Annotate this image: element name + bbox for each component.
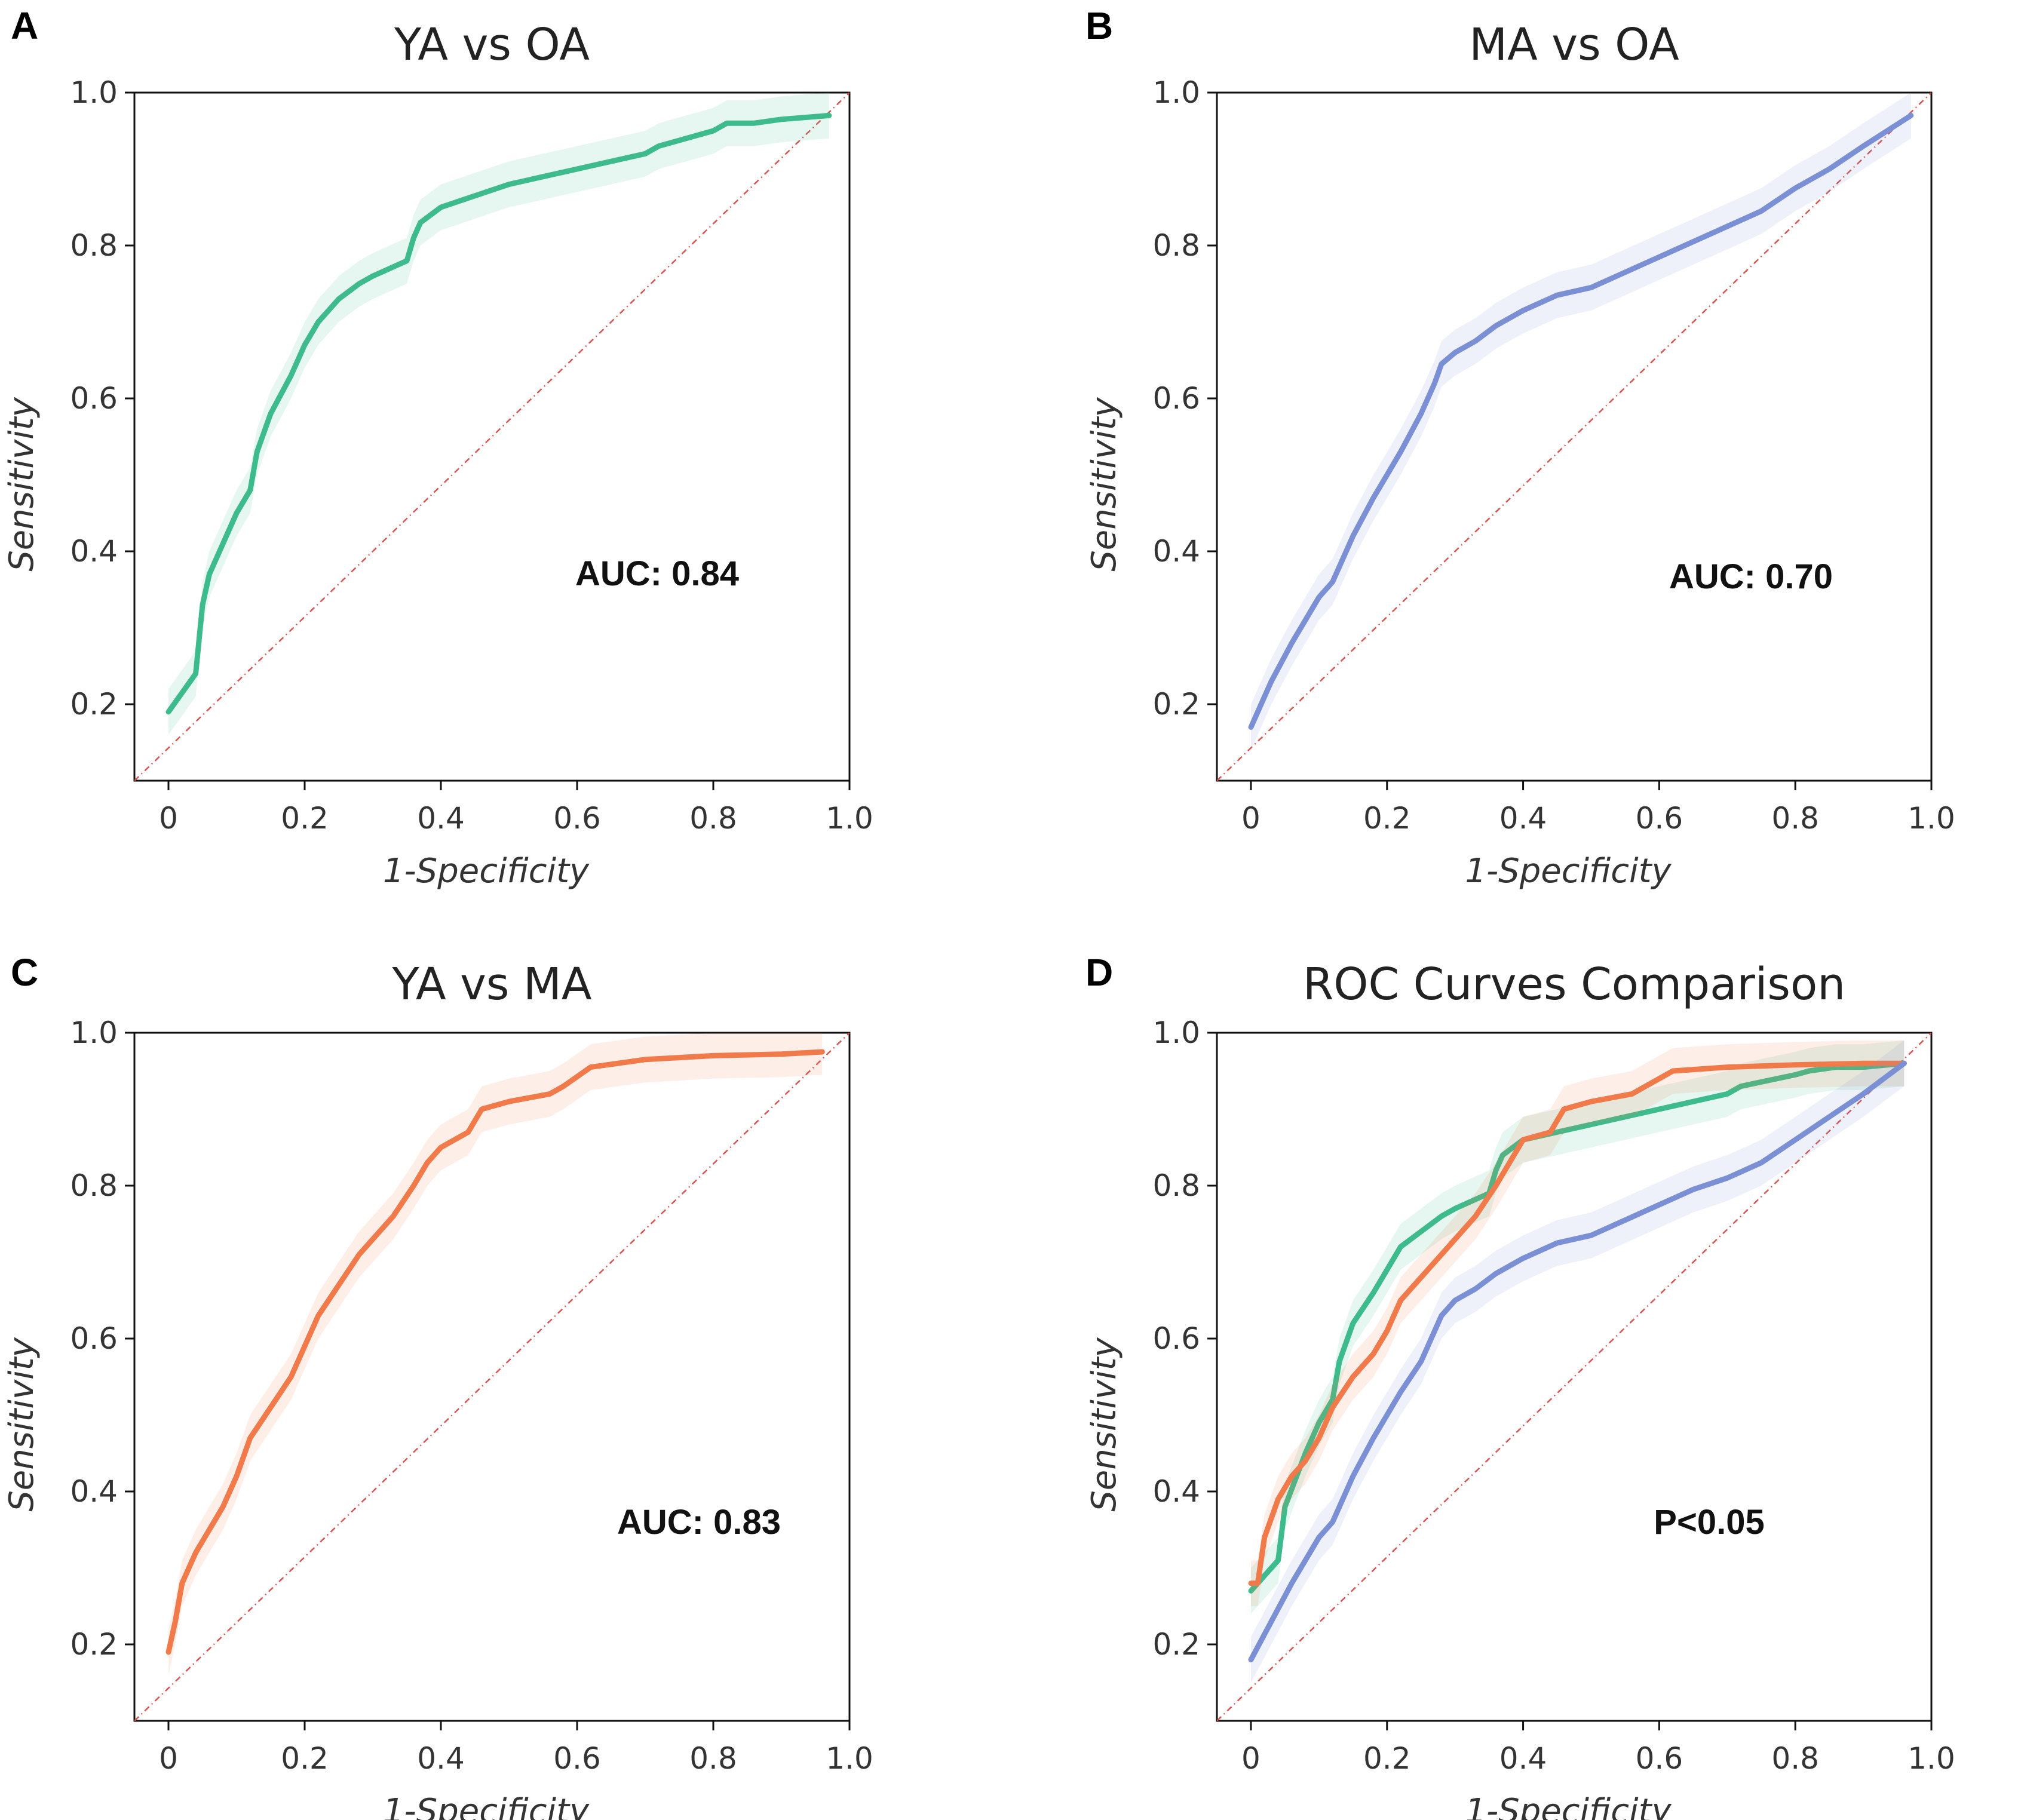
- roc-series-group: [165, 93, 832, 735]
- x-tick-label: 0.2: [281, 801, 329, 836]
- x-tick-label: 0.8: [689, 1741, 737, 1776]
- y-tick-label: 0.2: [70, 687, 118, 722]
- x-tick-label: 0.2: [281, 1741, 329, 1776]
- y-axis-label: Sensitivity: [2, 1337, 41, 1511]
- x-tick-label: 1.0: [826, 1741, 873, 1776]
- y-tick-label: 0.4: [70, 1474, 118, 1509]
- plot-frame: [133, 1032, 851, 1722]
- y-tick-label: 1.0: [70, 1015, 118, 1050]
- y-tick-label: 0.6: [70, 381, 118, 416]
- x-tick-label: 0.8: [689, 801, 737, 836]
- x-tick-label: 0.6: [553, 1741, 601, 1776]
- roc-curve-line: [165, 112, 832, 715]
- x-tick-label: 0: [1241, 801, 1261, 836]
- x-tick-label: 1.0: [826, 801, 873, 836]
- auc-annotation: P<0.05: [1654, 1503, 1764, 1542]
- roc-curve-line: [1248, 1060, 1907, 1594]
- auc-annotation: AUC: 0.70: [1669, 557, 1833, 596]
- y-tick-label: 0.2: [1152, 687, 1200, 722]
- chance-diagonal-line: [134, 1033, 850, 1721]
- chart-title: MA vs OA: [1469, 19, 1679, 70]
- panel-c: C YA vs MA 0 0.2 0.4 0.6 0.8 1.0 0.2 0.4 0.6 0.8 1.…: [0, 910, 1010, 1820]
- y-tick-label: 1.0: [1152, 1015, 1200, 1050]
- confidence-band: [1251, 1040, 1905, 1683]
- auc-annotation: AUC: 0.83: [617, 1503, 781, 1542]
- roc-series-group: [165, 1033, 825, 1675]
- roc-chart-b: MA vs OA 0 0.2 0.4 0.6 0.8 1.0 0.2 0.4 0.6 0.8 1.0 1…: [1085, 19, 1955, 891]
- y-tick-label: 0.2: [70, 1627, 118, 1662]
- roc-series-group: [1248, 1040, 1907, 1683]
- x-tick-label: 0: [1241, 1741, 1261, 1776]
- x-tick-label: 0.4: [417, 1741, 465, 1776]
- chart-title: ROC Curves Comparison: [1303, 959, 1845, 1010]
- panel-letter-c: C: [11, 951, 39, 994]
- roc-curve-line: [1248, 112, 1914, 730]
- x-tick-label: 1.0: [1907, 801, 1955, 836]
- panel-d: D ROC Curves Comparison 0 0.2 0.4 0.6 0.8 1.0 0…: [1010, 910, 2020, 1820]
- panel-letter-b: B: [1085, 4, 1114, 47]
- confidence-band: [1251, 93, 1911, 750]
- chart-title: YA vs MA: [392, 959, 592, 1010]
- y-tick-label: 0.6: [1152, 381, 1200, 416]
- y-tick-label: 0.4: [1152, 1474, 1200, 1509]
- y-tick-label: 1.0: [70, 75, 118, 110]
- x-axis-label: 1-Specificity: [1465, 1792, 1672, 1820]
- roc-curve-line: [165, 1049, 825, 1655]
- x-tick-label: 0.6: [553, 801, 601, 836]
- x-axis-label: 1-Specificity: [1465, 852, 1672, 891]
- roc-series-group: [1248, 1040, 1907, 1606]
- x-tick-label: 0.6: [1636, 1741, 1683, 1776]
- y-tick-label: 0.6: [70, 1321, 118, 1356]
- y-tick-label: 0.4: [70, 534, 118, 569]
- x-tick-label: 0.4: [1499, 1741, 1547, 1776]
- y-axis-label: Sensitivity: [1085, 1337, 1124, 1511]
- x-tick-label: 0: [159, 1741, 178, 1776]
- y-tick-label: 0.8: [1152, 1168, 1200, 1203]
- chance-diagonal-line: [1217, 93, 1931, 781]
- y-tick-label: 0.4: [1152, 534, 1200, 569]
- x-tick-label: 0.2: [1363, 801, 1411, 836]
- y-tick-label: 0.8: [70, 228, 118, 263]
- x-axis-label: 1-Specificity: [383, 1792, 590, 1820]
- plot-frame: [133, 91, 851, 782]
- x-tick-label: 0.8: [1771, 801, 1819, 836]
- y-tick-label: 0.2: [1152, 1627, 1200, 1662]
- chance-diagonal-line: [134, 93, 850, 781]
- roc-curve-line: [1248, 1060, 1907, 1663]
- panel-letter-d: D: [1085, 951, 1114, 994]
- x-tick-label: 0.4: [417, 801, 465, 836]
- roc-chart-c: YA vs MA 0 0.2 0.4 0.6 0.8 1.0 0.2 0.4 0.6 0.8 1.0 1…: [2, 959, 873, 1820]
- panel-b: B MA vs OA 0 0.2 0.4 0.6 0.8 1.0 0.2 0.4 0.6 0.8 1.…: [1010, 0, 2020, 910]
- x-axis-label: 1-Specificity: [383, 852, 590, 891]
- x-tick-label: 0.2: [1363, 1741, 1411, 1776]
- roc-series-group: [1248, 93, 1914, 750]
- auc-annotation: AUC: 0.84: [575, 554, 739, 593]
- roc-chart-a: YA vs OA 0 0.2 0.4 0.6 0.8 1.0 0.2 0.4 0.6 0.8 1.0 1…: [2, 19, 873, 891]
- y-axis-label: Sensitivity: [1085, 397, 1124, 571]
- panel-letter-a: A: [11, 4, 39, 47]
- y-tick-label: 0.6: [1152, 1321, 1200, 1356]
- x-tick-label: 0.8: [1771, 1741, 1819, 1776]
- y-tick-label: 1.0: [1152, 75, 1200, 110]
- chart-title: YA vs OA: [394, 19, 590, 70]
- x-tick-label: 0.6: [1636, 801, 1683, 836]
- y-tick-label: 0.8: [1152, 228, 1200, 263]
- panel-a: A YA vs OA 0 0.2 0.4 0.6 0.8 1.0 0.2 0.4 0.6 0.8 1.…: [0, 0, 1010, 910]
- roc-series-group: [1248, 1040, 1907, 1614]
- confidence-band: [1251, 1040, 1905, 1606]
- x-tick-label: 0.4: [1499, 801, 1547, 836]
- confidence-band: [168, 1033, 823, 1675]
- plot-frame: [1216, 1032, 1933, 1722]
- roc-chart-d: ROC Curves Comparison 0 0.2 0.4 0.6 0.8 1.0 0.2…: [1085, 959, 1955, 1820]
- plot-frame: [1216, 91, 1933, 782]
- roc-curve-line: [1248, 1060, 1907, 1586]
- y-axis-label: Sensitivity: [2, 397, 41, 571]
- x-tick-label: 1.0: [1907, 1741, 1955, 1776]
- x-tick-label: 0: [159, 801, 178, 836]
- y-tick-label: 0.8: [70, 1168, 118, 1203]
